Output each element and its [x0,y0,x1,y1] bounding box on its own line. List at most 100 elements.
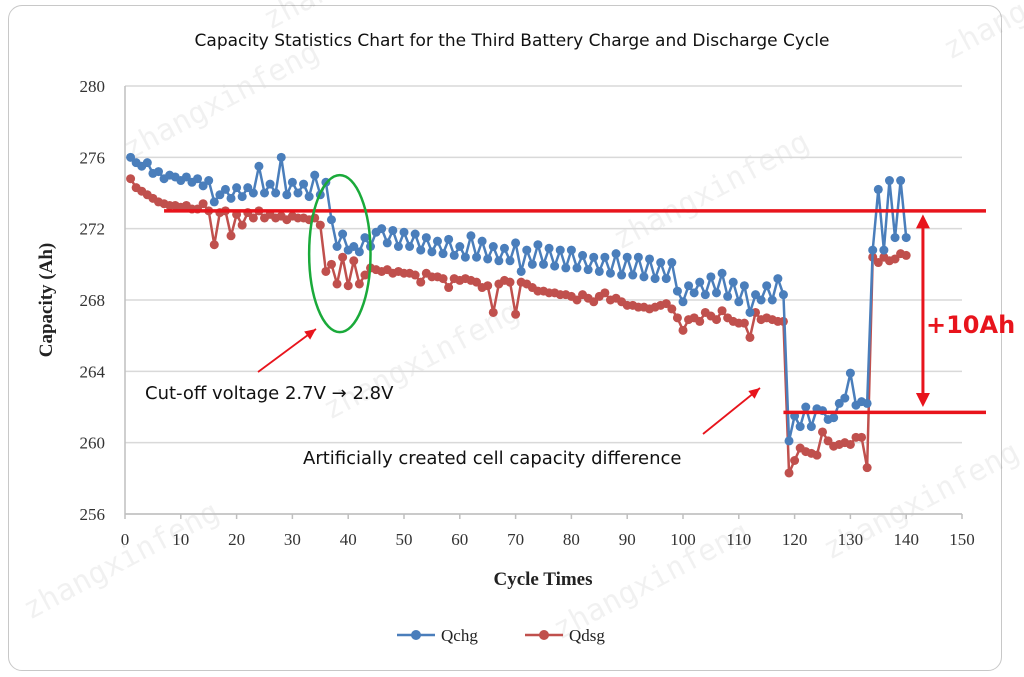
data-point-qdsg [873,258,883,268]
data-point-qchg [633,252,643,262]
data-point-qdsg [360,270,370,280]
data-point-qchg [628,270,638,280]
data-point-qchg [645,254,655,264]
data-point-qchg [410,229,420,239]
cell-diff-arrow [702,387,761,435]
data-point-qchg [862,398,872,408]
data-point-qchg [377,224,387,234]
data-point-qchg [583,265,593,275]
data-point-qchg [684,281,694,291]
x-tick-label: 90 [619,530,636,549]
data-point-qchg [248,188,258,198]
data-point-qchg [511,238,521,248]
data-point-qchg [522,245,532,255]
chart-card [8,5,1002,671]
data-point-qchg [639,272,649,282]
data-point-qdsg [332,279,342,289]
data-point-qchg [449,250,459,260]
data-point-qchg [622,252,632,262]
data-point-qdsg [812,450,822,460]
data-point-qchg [756,295,766,305]
data-point-qchg [527,259,537,269]
cell-diff-annotation: Artificially created cell capacity diffe… [303,448,681,469]
x-axis-label: Cycle Times [493,569,592,590]
data-point-qchg [276,152,286,162]
legend-label-qchg: Qchg [441,626,478,645]
data-point-qchg [678,297,688,307]
data-point-qchg [382,238,392,248]
data-point-qchg [432,236,442,246]
highlight-ellipse [307,173,372,334]
data-point-qchg [751,290,761,300]
data-point-qchg [293,188,303,198]
x-tick-label: 120 [782,530,808,549]
watermarks: zhangxinfengzhangxinfengzhangxinfengzhan… [17,0,1024,647]
data-point-qdsg [248,213,258,223]
data-point-qchg [717,268,727,278]
data-point-qchg [544,243,554,253]
data-point-qchg [237,192,247,202]
data-point-qchg [695,277,705,287]
data-point-qchg [723,291,733,301]
data-point-qchg [773,274,783,284]
data-point-qdsg [505,277,515,287]
data-point-qdsg [678,325,688,335]
y-tick-label: 280 [80,77,106,96]
data-point-qchg [254,161,264,171]
data-point-qdsg [784,468,794,478]
data-point-qchg [477,236,487,246]
data-point-qdsg [717,306,727,316]
x-tick-label: 130 [838,530,864,549]
data-point-qdsg [511,309,521,319]
data-point-qchg [153,167,163,177]
data-point-qdsg [745,332,755,342]
data-point-qdsg [126,174,136,184]
data-point-qdsg [326,259,336,269]
data-point-qchg [879,245,889,255]
watermark: zhangxinfeng [117,34,325,167]
data-point-qdsg [354,279,364,289]
data-point-qchg [806,422,816,432]
data-point-qchg [360,233,370,243]
data-point-qchg [555,245,565,255]
data-point-qchg [204,176,214,186]
data-point-qdsg [338,252,348,262]
cutoff-arrow [257,328,317,373]
data-point-qchg [801,402,811,412]
data-point-qchg [265,179,275,189]
data-point-qchg [767,295,777,305]
x-tick-label: 80 [563,530,580,549]
data-point-qchg [393,242,403,251]
data-point-qchg [845,368,855,378]
data-point-qdsg [410,270,420,280]
x-tick-label: 30 [284,530,301,549]
data-point-qdsg [901,250,911,260]
data-point-qchg [778,290,788,300]
data-point-qchg [499,243,509,253]
data-point-qchg [873,184,883,194]
data-point-qchg [226,193,236,203]
data-point-qdsg [315,220,325,230]
data-point-qdsg [862,463,872,473]
data-point-qchg [338,229,348,239]
legend: Qchg Qdsg [397,626,605,645]
y-tick-label: 260 [80,434,106,453]
data-point-qchg [354,247,364,257]
cutoff-arrow-head-icon [304,329,316,340]
data-point-qchg [868,245,878,255]
data-point-qchg [884,176,894,186]
data-point-qchg [834,398,844,408]
data-point-qchg [594,266,604,276]
data-point-qdsg [739,318,749,328]
data-point-qdsg [416,277,426,287]
x-tick-label: 0 [121,530,130,549]
data-point-qdsg [672,313,682,323]
data-point-qchg [271,188,281,198]
data-point-qchg [656,258,666,268]
data-point-qdsg [349,256,359,266]
data-point-qdsg [711,315,721,325]
data-point-qchg [650,274,660,284]
data-point-qchg [142,158,152,168]
x-tick-label: 40 [340,530,357,549]
